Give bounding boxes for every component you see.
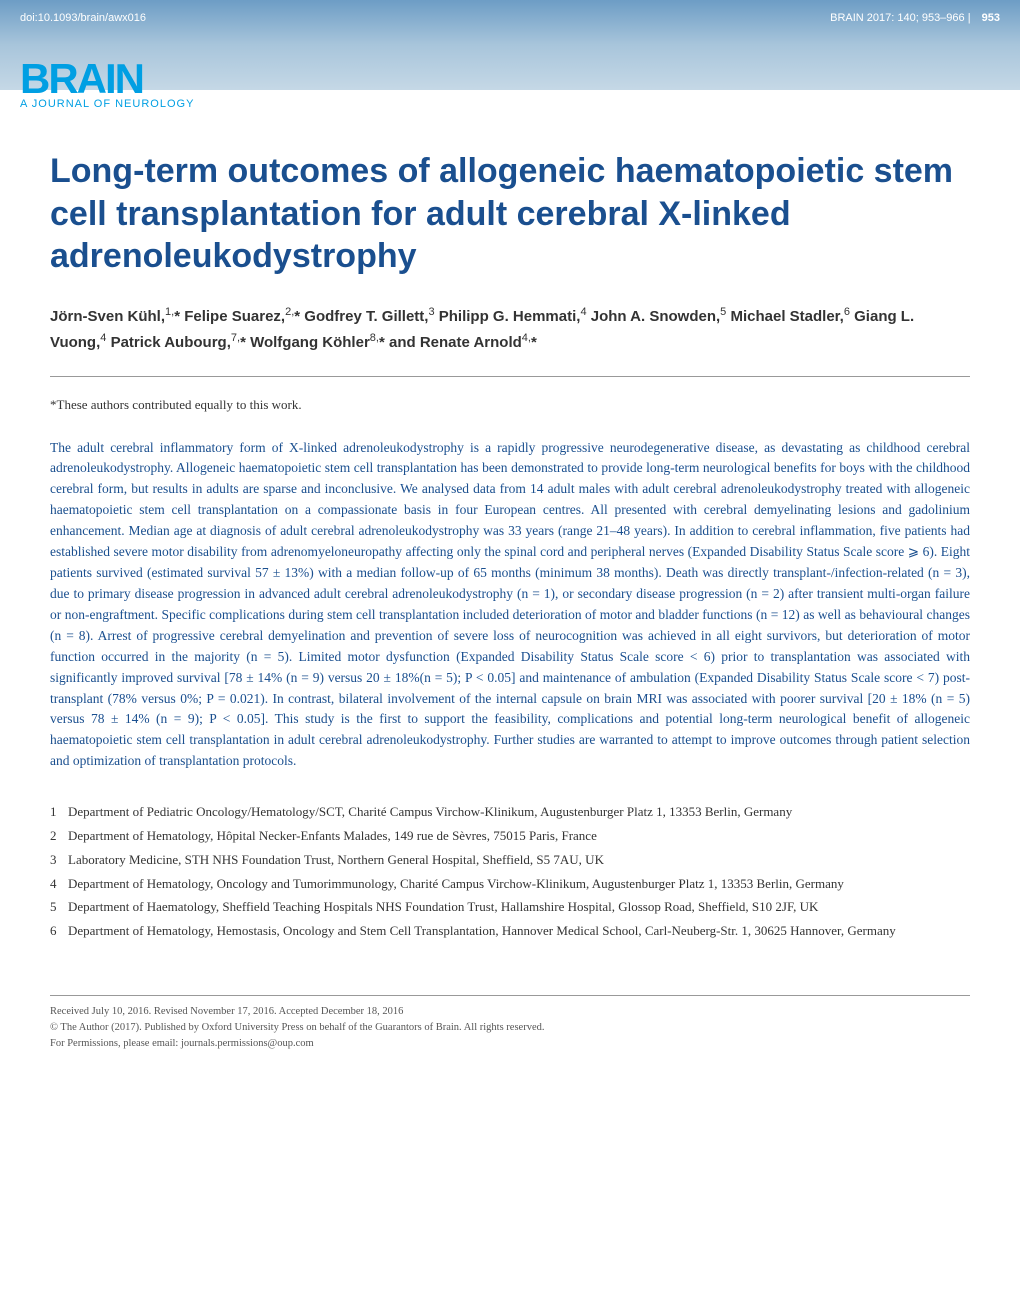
logo-subtitle: A JOURNAL OF NEUROLOGY (20, 98, 194, 110)
logo-main: BRAIN (20, 58, 194, 100)
affiliation-text: Department of Hematology, Hôpital Necker… (68, 826, 970, 847)
affiliation-text: Department of Hematology, Oncology and T… (68, 874, 970, 895)
affiliation-number: 5 (50, 897, 68, 918)
affiliation-text: Laboratory Medicine, STH NHS Foundation … (68, 850, 970, 871)
issue-info: BRAIN 2017: 140; 953–966 | 953 (830, 12, 1000, 24)
affiliation-item: 5Department of Haematology, Sheffield Te… (50, 897, 970, 918)
affiliation-text: Department of Hematology, Hemostasis, On… (68, 921, 970, 942)
abstract-text: The adult cerebral inflammatory form of … (50, 438, 970, 773)
affiliation-number: 1 (50, 802, 68, 823)
affiliation-item: 2Department of Hematology, Hôpital Necke… (50, 826, 970, 847)
article-footer: Received July 10, 2016. Revised November… (0, 1004, 1020, 1071)
affiliation-number: 2 (50, 826, 68, 847)
affiliation-number: 4 (50, 874, 68, 895)
affiliation-item: 3Laboratory Medicine, STH NHS Foundation… (50, 850, 970, 871)
divider-line (50, 376, 970, 377)
affiliation-item: 6Department of Hematology, Hemostasis, O… (50, 921, 970, 942)
contribution-note: *These authors contributed equally to th… (50, 397, 970, 413)
received-dates: Received July 10, 2016. Revised November… (50, 1004, 970, 1020)
permissions-text: For Permissions, please email: journals.… (50, 1036, 970, 1052)
affiliation-item: 4Department of Hematology, Oncology and … (50, 874, 970, 895)
article-title: Long-term outcomes of allogeneic haemato… (50, 150, 970, 278)
page-number: 953 (982, 12, 1000, 24)
issue-text: BRAIN 2017: 140; 953–966 (830, 12, 965, 24)
journal-logo: BRAIN A JOURNAL OF NEUROLOGY (20, 58, 194, 110)
journal-header-banner: doi:10.1093/brain/awx016 BRAIN 2017: 140… (0, 0, 1020, 90)
copyright-text: © The Author (2017). Published by Oxford… (50, 1020, 970, 1036)
page-separator: | (968, 12, 974, 24)
doi-text: doi:10.1093/brain/awx016 (20, 12, 146, 24)
footer-divider (50, 995, 970, 996)
author-list: Jörn-Sven Kühl,1,* Felipe Suarez,2,* God… (50, 303, 970, 356)
affiliation-number: 6 (50, 921, 68, 942)
affiliations-list: 1Department of Pediatric Oncology/Hemato… (50, 802, 970, 942)
affiliation-number: 3 (50, 850, 68, 871)
affiliation-text: Department of Haematology, Sheffield Tea… (68, 897, 970, 918)
affiliation-item: 1Department of Pediatric Oncology/Hemato… (50, 802, 970, 823)
article-content: Long-term outcomes of allogeneic haemato… (0, 90, 1020, 975)
affiliation-text: Department of Pediatric Oncology/Hematol… (68, 802, 970, 823)
